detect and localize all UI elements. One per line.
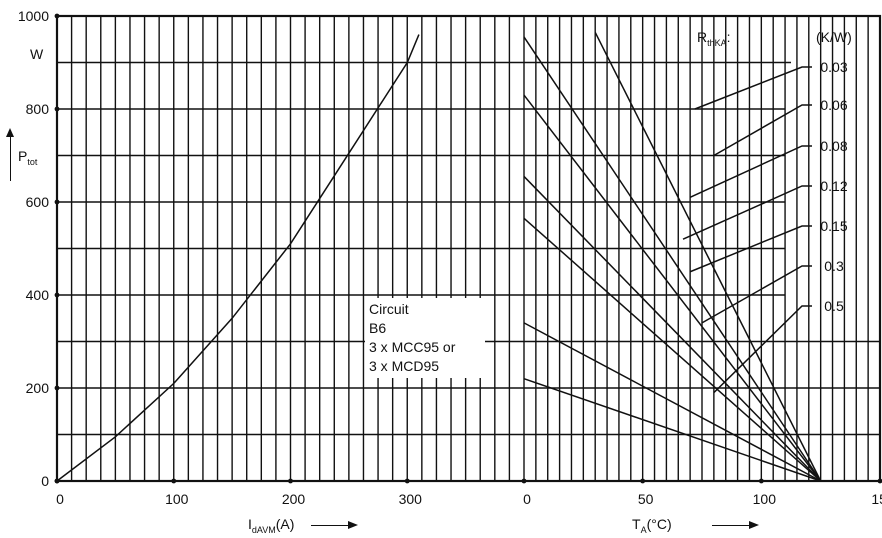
legend-title-main: R — [697, 29, 708, 45]
legend-title-colon: : — [726, 29, 731, 45]
legend-label-0.3: 0.3 — [824, 258, 844, 274]
x-tick-label: 100 — [165, 491, 189, 507]
annotation-line-2: B6 — [369, 320, 387, 336]
legend-leader-0.12 — [682, 185, 812, 240]
x-tick-label: 0 — [56, 491, 64, 507]
derating-line-0.15 — [523, 217, 822, 482]
derating-line-0.08 — [523, 94, 822, 482]
legend-label-0.08: 0.08 — [820, 138, 847, 154]
x-axis-label-right-sub: A — [640, 524, 647, 535]
y-tick-label: 0 — [41, 473, 49, 489]
y-axis-arrow — [10, 133, 11, 181]
y-tick-label: 400 — [26, 287, 50, 303]
data-curves — [56, 31, 822, 482]
plot-frame — [55, 14, 882, 483]
derating-line-0.06 — [523, 36, 822, 482]
legend-label-0.5: 0.5 — [824, 298, 844, 314]
legend-leader-0.06 — [713, 104, 812, 157]
x-tick-label: 150 — [871, 491, 882, 507]
x-axis-arrowhead-left — [348, 521, 358, 529]
x-axis-arrow-left — [311, 525, 349, 526]
x-axis-arrow-right — [712, 525, 750, 526]
x-tick-label: 50 — [638, 491, 654, 507]
x-axis-label-left-unit: (A) — [275, 516, 295, 532]
x-tick-label: 100 — [753, 491, 777, 507]
x-axis-label-left-main: I — [248, 516, 252, 532]
annotation-line-1: Circuit — [369, 301, 409, 317]
x-axis-label-right-main: T — [632, 516, 641, 532]
y-axis-unit: W — [30, 46, 44, 62]
x-axis-label-left: IdAVM(A) — [248, 516, 294, 535]
legend-leader-0.5 — [713, 305, 812, 394]
annotation-line-4: 3 x MCD95 — [369, 358, 440, 374]
x-tick-label: 300 — [399, 491, 423, 507]
x-tick-label: 0 — [523, 491, 531, 507]
y-tick-label: 200 — [26, 380, 50, 396]
x-axis-label-left-sub: dAVM — [251, 524, 276, 535]
x-axis-label-right-unit: (°C) — [646, 516, 672, 532]
legend-label-0.06: 0.06 — [820, 97, 847, 113]
derating-line-0.3 — [523, 322, 822, 482]
legend-leaders: 0.03 0.06 0.08 0.12 0.15 0.3 0.5 — [682, 59, 848, 394]
y-tick-label: 600 — [26, 194, 50, 210]
derating-line-0.5 — [523, 377, 821, 482]
y-tick-label: 800 — [26, 101, 50, 117]
grid — [57, 16, 880, 481]
y-axis-label-sub: tot — [27, 156, 38, 167]
circuit-annotation: Circuit B6 3 x MCC95 or 3 x MCD95 — [365, 298, 485, 378]
derating-line-0.12 — [523, 175, 822, 482]
legend-label-0.03: 0.03 — [820, 59, 847, 75]
legend-label-0.15: 0.15 — [820, 218, 847, 234]
annotation-line-3: 3 x MCC95 or — [369, 339, 456, 355]
axis-ticks: 0 200 400 600 800 1000 0 100 200 300 0 50 100 150 — [18, 8, 882, 507]
y-axis-label-main: P — [18, 148, 28, 164]
x-tick-label: 200 — [282, 491, 306, 507]
legend-leader-0.03 — [694, 66, 812, 110]
legend-leader-0.08 — [689, 145, 812, 199]
legend-leader-0.15 — [689, 225, 812, 273]
y-axis-label: Ptot — [18, 148, 37, 167]
power-loss-curve — [56, 34, 420, 482]
legend-title-sub: thKA — [707, 37, 727, 48]
x-axis-arrowhead-right — [749, 521, 759, 529]
derating-line-0.03 — [594, 31, 822, 482]
legend-label-0.12: 0.12 — [820, 178, 847, 194]
y-tick-label: 1000 — [18, 8, 49, 24]
x-axis-label-right: TA(°C) — [632, 516, 672, 535]
legend-unit: (K/W) — [816, 29, 852, 45]
legend-title: RthKA: — [697, 29, 731, 48]
y-axis-arrowhead — [6, 128, 14, 137]
legend-leader-0.3 — [701, 265, 812, 324]
